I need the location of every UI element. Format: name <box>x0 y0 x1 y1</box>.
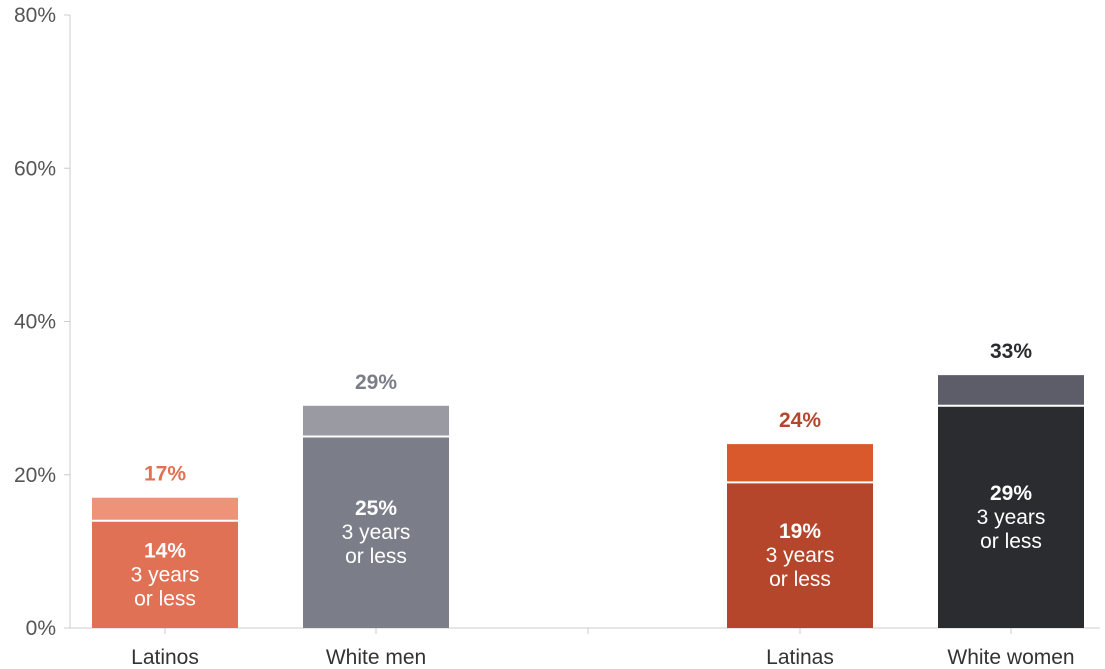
y-tick-label: 80% <box>14 4 56 27</box>
x-tick-label: Latinos <box>131 646 199 669</box>
bar-inner-value-label: 29% <box>990 482 1032 505</box>
x-tick-label: Latinas <box>766 646 834 669</box>
bar-segment-3-years-or-less <box>303 436 449 628</box>
bar-inner-text-line1: 3 years <box>977 506 1046 529</box>
bar-inner-text-line1: 3 years <box>766 544 835 567</box>
bar-segment-3-years-or-less <box>938 405 1084 628</box>
bar-total-label: 29% <box>355 371 397 394</box>
y-tick-label: 0% <box>26 617 56 640</box>
bar-inner-text-line2: or less <box>769 568 831 591</box>
bar-segment-total <box>92 497 238 521</box>
bar-inner-value-label: 25% <box>355 497 397 520</box>
bars-layer <box>92 375 1084 628</box>
bar-segment-total <box>727 444 873 483</box>
bar-total-label: 33% <box>990 340 1032 363</box>
labels-layer: Latinos White men Latinas White women 17% 14%… <box>131 340 1075 669</box>
bar-segment-3-years-or-less <box>92 520 238 628</box>
bar-segment-total <box>938 375 1084 406</box>
bar-inner-text-line2: or less <box>345 545 407 568</box>
x-tick-label: White men <box>326 646 426 669</box>
bar-inner-text-line1: 3 years <box>342 521 411 544</box>
bar-inner-text-line2: or less <box>134 587 196 610</box>
bar-inner-text-line2: or less <box>980 530 1042 553</box>
y-tick-label: 20% <box>14 464 56 487</box>
y-tick-label: 40% <box>14 311 56 334</box>
bar-inner-value-label: 14% <box>144 539 186 562</box>
bar-total-label: 24% <box>779 409 821 432</box>
bar-total-label: 17% <box>144 463 186 486</box>
x-tick-label: White women <box>947 646 1074 669</box>
y-tick-label: 60% <box>14 157 56 180</box>
bar-segment-3-years-or-less <box>727 482 873 628</box>
bar-segment-total <box>303 405 449 437</box>
bar-inner-value-label: 19% <box>779 520 821 543</box>
bar-inner-text-line1: 3 years <box>131 563 200 586</box>
axis-layer: 0% 20% 40% 60% 80% <box>14 4 1100 640</box>
